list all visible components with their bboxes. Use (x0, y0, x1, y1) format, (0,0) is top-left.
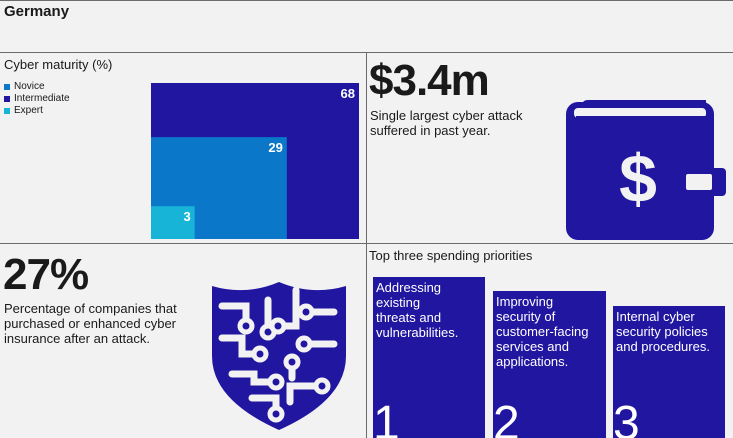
insurance-desc-line: purchased or enhanced cyber (4, 316, 177, 331)
insurance-desc-line: insurance after an attack. (4, 331, 150, 346)
priority-rank-3: 3 (613, 397, 640, 438)
priority-line: customer-facing (496, 324, 589, 339)
legend-item-intermediate: Intermediate (4, 93, 70, 105)
maturity-chart: 68 29 3 (151, 83, 359, 239)
priority-card-2: Improving security of customer-facing se… (493, 291, 606, 438)
priority-line: existing (376, 295, 421, 310)
insurance-value: 27% (3, 250, 89, 299)
legend-label-novice: Novice (14, 81, 45, 92)
svg-text:$: $ (619, 141, 657, 217)
priority-line: Addressing (376, 280, 442, 295)
priority-line: Improving (496, 294, 554, 309)
wallet-dollar-icon: $ (566, 100, 726, 240)
legend-label-intermediate: Intermediate (14, 93, 70, 104)
priority-text-3: Internal cyber security policies and pro… (616, 309, 722, 354)
legend-swatch-novice (4, 84, 10, 90)
attack-desc-line: Single largest cyber attack (370, 108, 523, 123)
priority-line: vulnerabilities. (376, 325, 459, 340)
square-expert (151, 206, 195, 239)
insurance-desc-line: Percentage of companies that (4, 301, 177, 316)
legend-swatch-intermediate (4, 96, 10, 102)
priority-card-3: Internal cyber security policies and pro… (613, 306, 725, 438)
legend-label-expert: Expert (14, 105, 43, 116)
priority-line: security of (496, 309, 556, 324)
priority-rank-1: 1 (373, 397, 400, 438)
chart-legend: Novice Intermediate Expert (4, 81, 70, 117)
priority-line: Internal cyber (616, 309, 695, 324)
legend-item-novice: Novice (4, 81, 70, 93)
priority-text-2: Improving security of customer-facing se… (496, 294, 603, 369)
priorities-title: Top three spending priorities (369, 248, 533, 263)
data-label-novice: 29 (268, 140, 282, 155)
legend-item-expert: Expert (4, 105, 70, 117)
chart-title: Cyber maturity (%) (4, 57, 113, 72)
data-label-intermediate: 68 (341, 86, 355, 101)
priority-line: and procedures. (616, 339, 710, 354)
priority-rank-2: 2 (493, 397, 520, 438)
divider-top (0, 0, 733, 1)
legend-swatch-expert (4, 108, 10, 114)
priority-line: applications. (496, 354, 569, 369)
insurance-description: Percentage of companies that purchased o… (4, 301, 177, 346)
shield-circuit-icon (212, 282, 346, 430)
priority-line: services and (496, 339, 569, 354)
divider-vertical (366, 52, 367, 438)
attack-value: $3.4m (369, 56, 490, 105)
attack-desc-line: suffered in past year. (370, 123, 491, 138)
attack-description: Single largest cyber attack suffered in … (370, 108, 522, 138)
priority-card-1: Addressing existing threats and vulnerab… (373, 277, 485, 438)
priority-text-1: Addressing existing threats and vulnerab… (376, 280, 482, 340)
country-title: Germany (4, 3, 70, 20)
priority-line: security policies (616, 324, 708, 339)
data-label-expert: 3 (183, 209, 190, 224)
priority-line: threats and (376, 310, 442, 325)
